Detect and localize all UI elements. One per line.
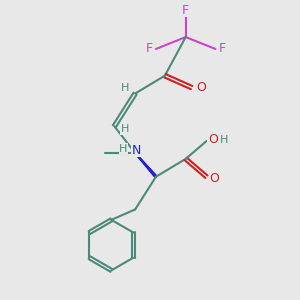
Text: O: O (209, 172, 219, 185)
Text: O: O (208, 133, 218, 146)
Text: H: H (121, 124, 129, 134)
Text: H: H (119, 143, 128, 154)
Text: F: F (182, 4, 189, 17)
Text: F: F (218, 42, 226, 56)
Text: H: H (121, 82, 129, 93)
Text: O: O (196, 81, 206, 94)
Text: H: H (220, 135, 228, 145)
Text: N: N (132, 143, 141, 157)
Text: F: F (146, 42, 153, 56)
